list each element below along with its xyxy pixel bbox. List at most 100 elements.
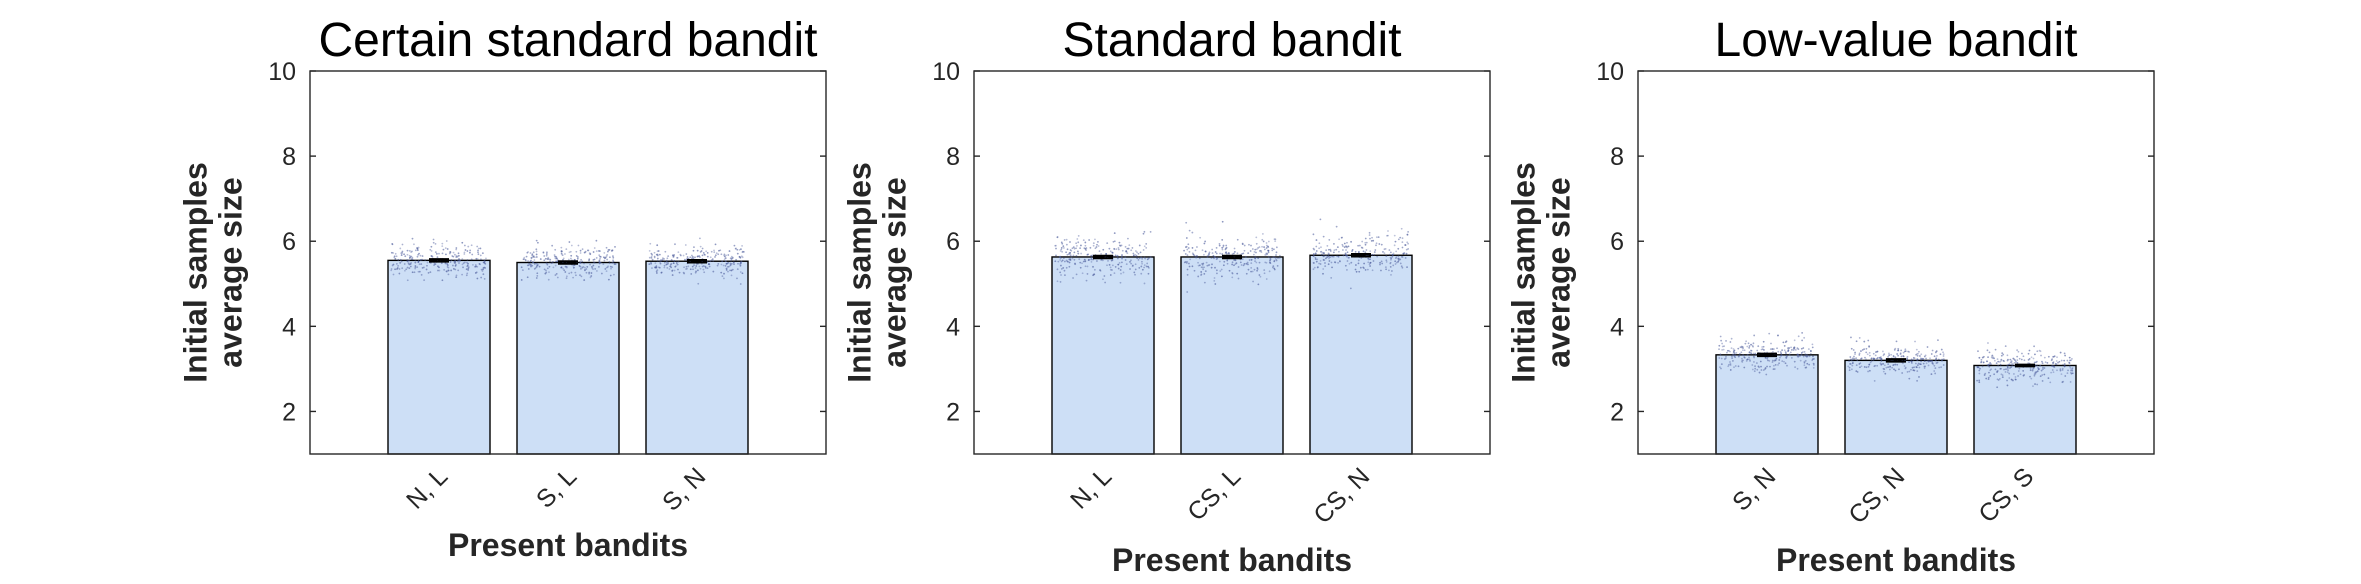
scatter-point bbox=[1077, 241, 1080, 244]
scatter-point bbox=[410, 258, 413, 261]
scatter-point bbox=[1773, 368, 1776, 370]
scatter-point bbox=[1783, 349, 1786, 352]
scatter-point bbox=[579, 252, 582, 254]
scatter-point bbox=[1369, 237, 1371, 240]
scatter-point bbox=[1900, 355, 1903, 358]
scatter-point bbox=[403, 253, 405, 256]
scatter-point bbox=[1344, 264, 1347, 267]
scatter-point bbox=[1188, 229, 1191, 232]
scatter-point bbox=[2039, 375, 2042, 378]
scatter-point bbox=[1999, 360, 2001, 363]
scatter-point bbox=[2002, 353, 2005, 356]
scatter-point bbox=[1201, 262, 1203, 265]
scatter-point bbox=[2017, 350, 2020, 353]
scatter-point bbox=[1780, 352, 1783, 355]
scatter-point bbox=[532, 261, 535, 264]
scatter-point bbox=[1993, 357, 1995, 360]
scatter-point bbox=[1124, 259, 1127, 261]
scatter-point bbox=[1978, 381, 1981, 384]
scatter-point bbox=[446, 248, 449, 250]
scatter-point bbox=[1213, 277, 1216, 279]
scatter-point bbox=[1400, 227, 1403, 230]
scatter-point bbox=[1401, 241, 1404, 244]
scatter-point bbox=[395, 263, 398, 265]
scatter-point bbox=[1147, 272, 1150, 275]
scatter-point bbox=[1762, 340, 1765, 343]
scatter-point bbox=[1893, 368, 1895, 371]
scatter-point bbox=[1800, 347, 1803, 350]
scatter-point bbox=[480, 276, 483, 279]
scatter-point bbox=[575, 255, 578, 257]
scatter-point bbox=[520, 266, 523, 269]
y-tick-label: 4 bbox=[282, 313, 296, 341]
scatter-point bbox=[608, 262, 611, 265]
scatter-point bbox=[2016, 349, 2019, 352]
scatter-point bbox=[650, 257, 653, 259]
scatter-point bbox=[592, 268, 594, 271]
scatter-point bbox=[2022, 369, 2025, 372]
scatter-point bbox=[391, 264, 394, 267]
y-tick-label: 10 bbox=[268, 58, 296, 86]
scatter-point bbox=[446, 264, 449, 267]
scatter-point bbox=[1752, 355, 1755, 358]
scatter-point bbox=[595, 270, 598, 272]
scatter-point bbox=[529, 252, 532, 254]
scatter-point bbox=[1134, 253, 1137, 256]
scatter-point bbox=[1742, 354, 1745, 357]
scatter-point bbox=[665, 263, 668, 266]
scatter-point bbox=[1765, 373, 1768, 376]
scatter-point bbox=[1214, 266, 1216, 269]
chart-title: Low-value bandit bbox=[1715, 14, 2078, 67]
scatter-point bbox=[2069, 365, 2071, 368]
scatter-point bbox=[1134, 250, 1137, 252]
scatter-point bbox=[1115, 248, 1118, 251]
scatter-point bbox=[1754, 367, 1757, 370]
scatter-point bbox=[1257, 247, 1259, 249]
scatter-point bbox=[1913, 366, 1915, 369]
scatter-point bbox=[1402, 252, 1405, 255]
scatter-point bbox=[721, 260, 724, 263]
scatter-point bbox=[1055, 247, 1057, 250]
scatter-point bbox=[2018, 357, 2021, 360]
scatter-point bbox=[1085, 249, 1087, 251]
scatter-point bbox=[648, 256, 651, 259]
scatter-point bbox=[1991, 354, 1994, 357]
scatter-point bbox=[524, 259, 527, 262]
bar-1 bbox=[387, 259, 491, 455]
scatter-point bbox=[1312, 255, 1315, 258]
scatter-point bbox=[1880, 360, 1883, 362]
scatter-point bbox=[1236, 238, 1239, 241]
scatter-point bbox=[1754, 352, 1757, 355]
scatter-point bbox=[1933, 364, 1936, 367]
scatter-point bbox=[2047, 377, 2050, 380]
scatter-point bbox=[1095, 246, 1098, 248]
scatter-point bbox=[579, 249, 582, 252]
scatter-point bbox=[741, 250, 744, 253]
scatter-point bbox=[656, 259, 659, 262]
scatter-point bbox=[1735, 351, 1738, 354]
scatter-point bbox=[570, 254, 573, 257]
scatter-point bbox=[561, 254, 564, 257]
scatter-point bbox=[1729, 361, 1731, 363]
scatter-point bbox=[1240, 264, 1243, 266]
scatter-point bbox=[1375, 244, 1377, 247]
scatter-point bbox=[2063, 363, 2066, 365]
scatter-point bbox=[1073, 251, 1076, 254]
scatter-point bbox=[406, 260, 409, 263]
scatter-point bbox=[2069, 381, 2072, 383]
scatter-point bbox=[1323, 252, 1325, 255]
bar-1 bbox=[1715, 354, 1819, 455]
scatter-point bbox=[1063, 260, 1066, 263]
scatter-point bbox=[1335, 225, 1338, 228]
scatter-point bbox=[1985, 377, 1988, 380]
scatter-point bbox=[1777, 364, 1779, 366]
scatter-point bbox=[534, 267, 537, 269]
scatter-point bbox=[718, 249, 720, 252]
scatter-point bbox=[2004, 368, 2007, 371]
scatter-point bbox=[1996, 371, 1998, 374]
scatter-point bbox=[1852, 349, 1855, 351]
x-tick-label: N, L bbox=[401, 462, 453, 514]
scatter-point bbox=[1803, 364, 1806, 367]
scatter-point bbox=[733, 244, 736, 247]
